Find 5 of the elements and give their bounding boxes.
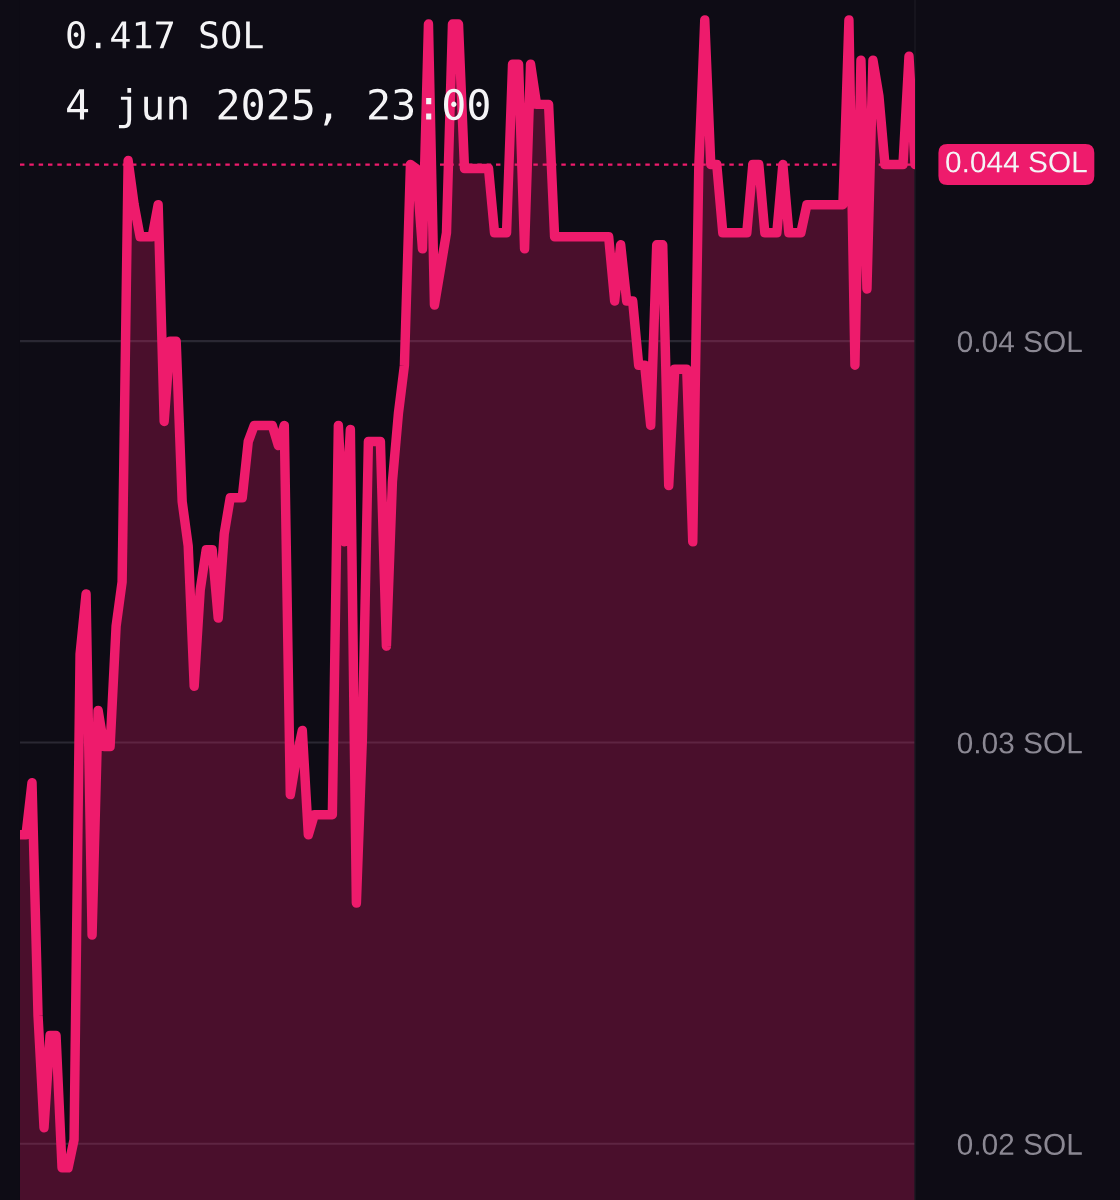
- y-tick-label: 0.02 SOL: [957, 1133, 1082, 1155]
- annotation: 0.417 SOL: [67, 20, 263, 49]
- y-tick-label: 0.03 SOL: [957, 732, 1082, 754]
- ref-line-label: 0.044 SOL: [946, 151, 1087, 173]
- y-tick-label: 0.04 SOL: [957, 331, 1082, 353]
